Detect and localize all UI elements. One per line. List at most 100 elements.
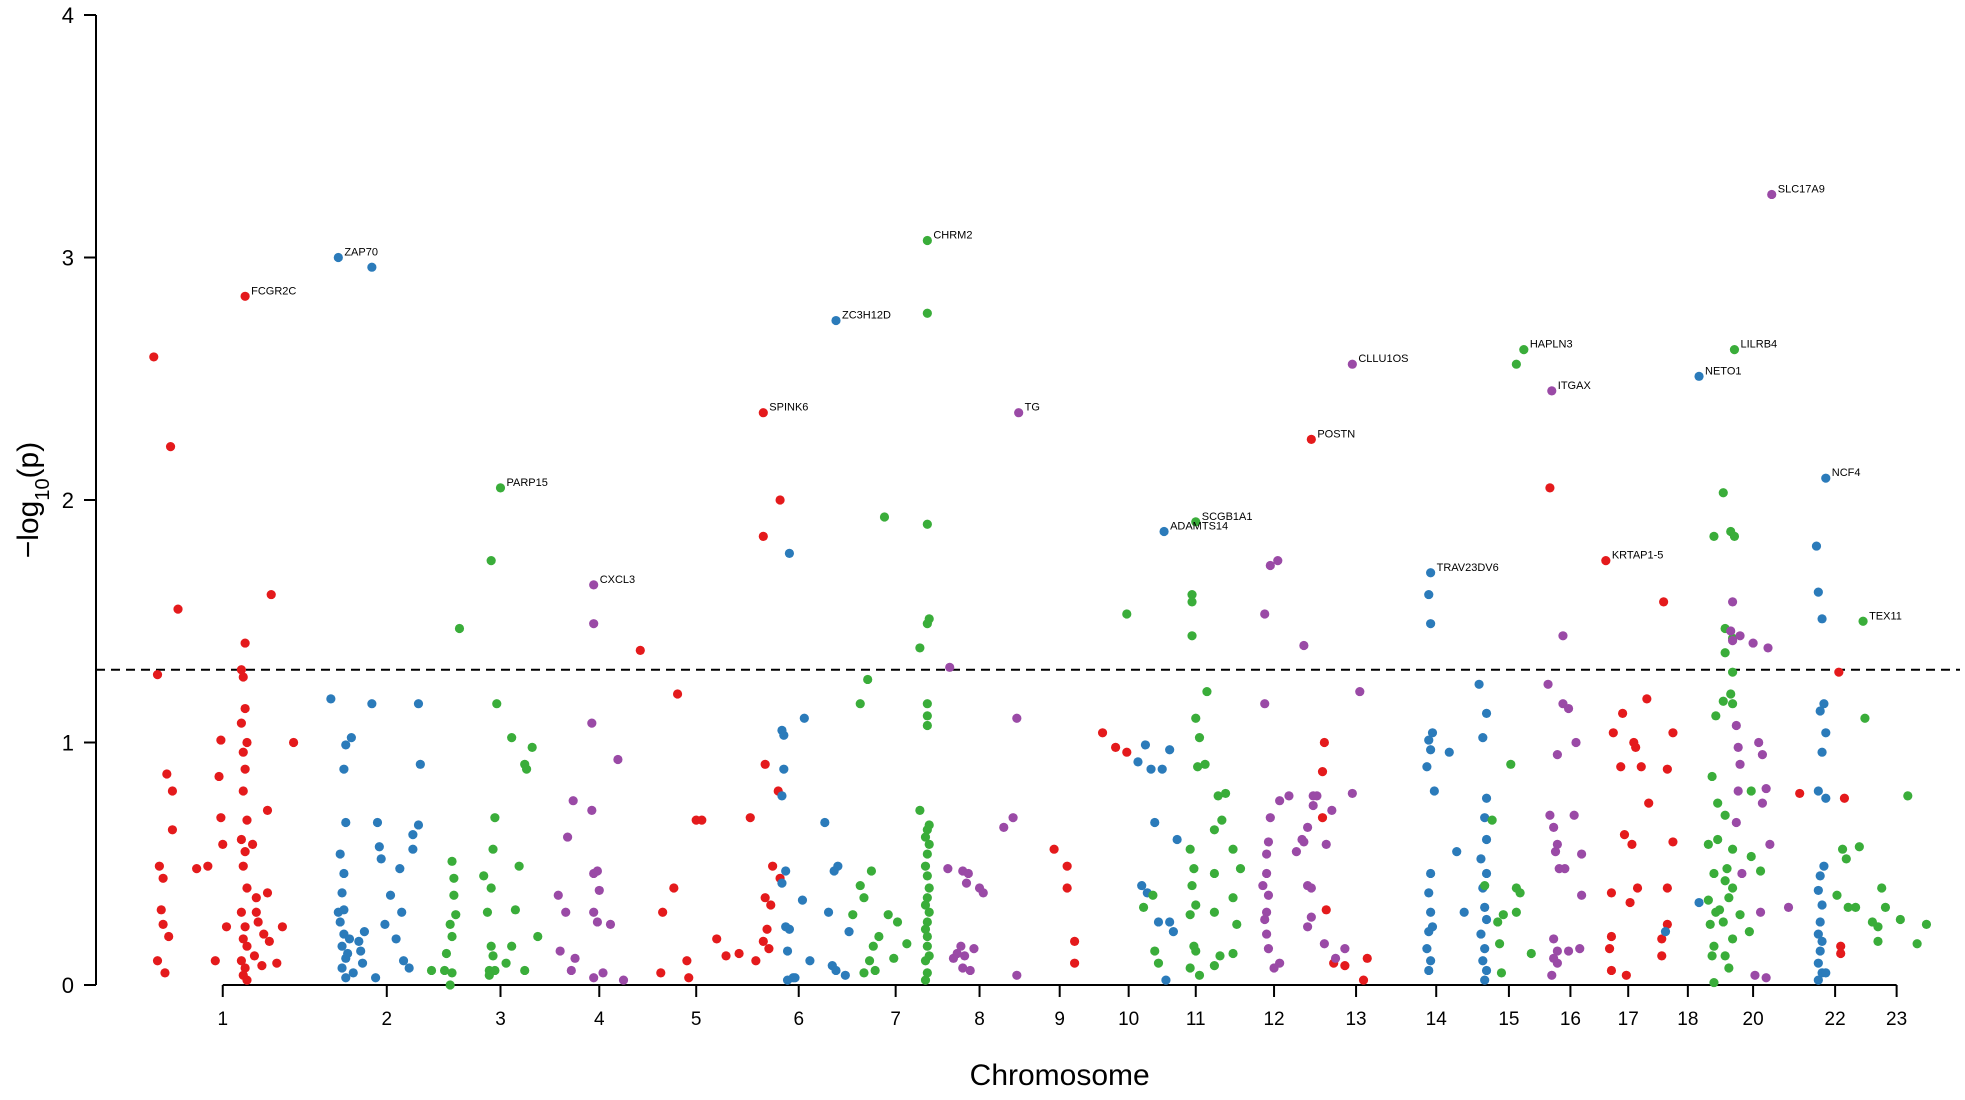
snp-point: [635, 645, 645, 655]
snp-point: [1200, 759, 1210, 769]
snp-point: [1813, 885, 1823, 896]
snp-point: [1912, 939, 1922, 949]
snp-point: [781, 866, 791, 876]
snp-point: [920, 975, 931, 985]
snp-point: [1813, 929, 1823, 939]
snp-point: [1261, 929, 1272, 939]
snp-point: [1636, 762, 1646, 772]
snp-point: [372, 817, 383, 828]
snp-point: [335, 849, 345, 859]
snp-point: [1275, 958, 1285, 968]
snp-point: [192, 864, 202, 874]
snp-point: [1153, 917, 1164, 927]
snp-point: [672, 689, 683, 699]
snp-point: [1547, 386, 1557, 396]
snp-point: [1478, 733, 1488, 743]
snp-point: [1340, 961, 1350, 971]
snp-point: [484, 970, 494, 980]
snp-point: [570, 953, 580, 963]
snp-point: [337, 941, 347, 951]
x-tick-label: 4: [594, 1009, 605, 1030]
snp-point: [1062, 861, 1072, 871]
snp-point: [164, 931, 174, 942]
snp-point: [1299, 640, 1309, 651]
snp-point: [1895, 914, 1905, 925]
snp-point: [1625, 897, 1635, 908]
snp-point: [486, 883, 496, 893]
snp-point: [240, 703, 250, 714]
snp-point: [374, 842, 384, 852]
snp-point: [272, 958, 282, 968]
snp-point: [924, 839, 934, 849]
snp-point: [1642, 694, 1652, 704]
x-tick-label: 1: [217, 1009, 228, 1030]
snp-point: [1851, 902, 1861, 913]
snp-point: [920, 956, 931, 966]
snp-point: [1228, 844, 1238, 854]
snp-point: [1159, 526, 1169, 537]
snp-point: [844, 927, 854, 937]
snp-point: [797, 895, 808, 905]
snp-point: [1321, 839, 1331, 849]
snp-point: [1709, 868, 1719, 879]
snp-point: [829, 866, 839, 876]
snp-point: [1627, 839, 1637, 849]
snp-point: [840, 970, 850, 980]
snp-point: [154, 861, 164, 871]
snp-point: [1217, 815, 1227, 825]
snp-point: [277, 922, 287, 932]
snp-point: [1261, 849, 1272, 859]
snp-point: [1737, 868, 1747, 879]
snp-point: [1817, 900, 1827, 910]
snp-point: [863, 674, 873, 685]
snp-point: [1165, 745, 1175, 755]
snp-point: [1319, 737, 1329, 748]
snp-point: [441, 948, 452, 959]
snp-point: [1070, 936, 1080, 946]
snp-point: [501, 958, 511, 968]
snp-point: [1265, 813, 1275, 823]
gene-label: CLLU1OS: [1358, 353, 1408, 365]
snp-point: [1362, 953, 1372, 963]
snp-point: [1757, 750, 1768, 760]
gene-label: CHRM2: [933, 230, 972, 242]
snp-point: [236, 718, 246, 728]
snp-point: [969, 944, 979, 954]
snp-point: [1694, 897, 1704, 908]
snp-point: [1265, 560, 1275, 571]
snp-point: [1138, 902, 1149, 913]
snp-point: [216, 735, 226, 745]
gene-label: TG: [1025, 402, 1040, 414]
snp-point: [1713, 834, 1723, 845]
snp-point: [684, 973, 694, 983]
snp-point: [1563, 946, 1574, 956]
snp-point: [251, 893, 261, 903]
snp-point: [1821, 473, 1831, 483]
snp-point: [1707, 771, 1717, 782]
snp-point: [855, 699, 865, 709]
snp-point: [1616, 762, 1626, 772]
snp-point: [587, 805, 597, 816]
snp-point: [1815, 706, 1825, 716]
snp-point: [1297, 834, 1307, 845]
snp-point: [1111, 742, 1121, 752]
snp-point: [1168, 927, 1178, 937]
snp-point: [922, 720, 932, 731]
y-tick-label: 4: [62, 3, 74, 28]
snp-point: [924, 907, 934, 917]
snp-point: [777, 791, 787, 801]
snp-point: [779, 764, 789, 774]
gene-label: ZAP70: [344, 247, 378, 259]
x-tick-label: 2: [381, 1009, 392, 1030]
snp-point: [963, 868, 973, 879]
snp-point: [1709, 977, 1719, 988]
x-axis-title: Chromosome: [970, 1059, 1150, 1092]
snp-point: [1735, 759, 1745, 769]
snp-point: [454, 623, 465, 634]
snp-point: [1662, 883, 1672, 893]
snp-point: [1481, 834, 1492, 845]
snp-point: [1735, 910, 1745, 920]
snp-point: [1194, 970, 1205, 980]
snp-point: [589, 580, 599, 590]
